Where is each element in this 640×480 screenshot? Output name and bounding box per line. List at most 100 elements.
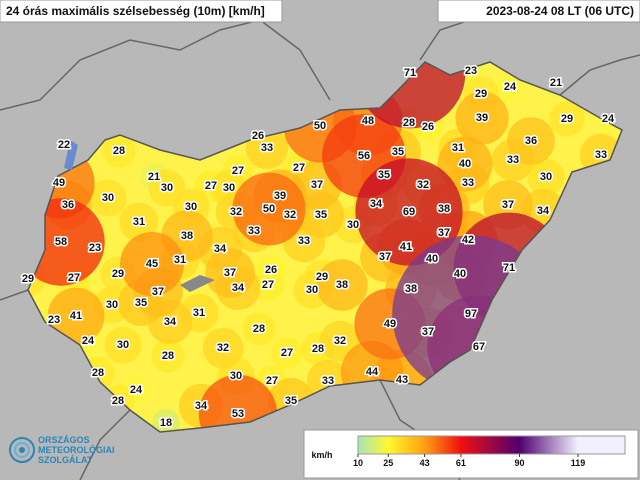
legend: 10 25 43 61 90 119 bbox=[353, 435, 626, 468]
station-value: 38 bbox=[405, 283, 417, 295]
station-value: 39 bbox=[274, 190, 286, 202]
station-value: 33 bbox=[462, 177, 474, 189]
field-blob bbox=[198, 374, 278, 432]
station-value: 32 bbox=[284, 209, 296, 221]
field-blob bbox=[496, 73, 524, 101]
station-value: 29 bbox=[475, 88, 487, 100]
station-value: 30 bbox=[230, 370, 242, 382]
station-value: 39 bbox=[476, 112, 488, 124]
station-value: 37 bbox=[438, 227, 450, 239]
station-value: 30 bbox=[540, 171, 552, 183]
station-value: 24 bbox=[602, 113, 615, 125]
field-blob bbox=[47, 287, 105, 345]
station-value: 30 bbox=[117, 339, 129, 351]
border bbox=[559, 54, 640, 96]
station-value: 50 bbox=[263, 203, 275, 215]
station-value: 35 bbox=[392, 146, 404, 158]
station-value: 37 bbox=[379, 251, 391, 263]
station-value: 50 bbox=[314, 120, 326, 132]
station-value: 27 bbox=[293, 162, 305, 174]
station-value: 31 bbox=[452, 142, 464, 154]
station-value: 49 bbox=[53, 177, 65, 189]
station-value: 35 bbox=[378, 169, 390, 181]
station-value: 30 bbox=[306, 284, 318, 296]
station-value: 24 bbox=[130, 384, 143, 396]
field-blob bbox=[151, 339, 185, 373]
field-blob bbox=[252, 269, 284, 301]
legend-tick-label: 61 bbox=[456, 458, 466, 468]
station-value: 33 bbox=[507, 154, 519, 166]
lake-ferto bbox=[64, 140, 78, 170]
station-value: 29 bbox=[22, 273, 34, 285]
colorbar bbox=[357, 435, 626, 455]
station-value: 28 bbox=[253, 323, 265, 335]
legend-tick-label: 10 bbox=[353, 458, 363, 468]
field-blob bbox=[102, 134, 136, 168]
station-value: 38 bbox=[438, 203, 450, 215]
station-value: 23 bbox=[465, 65, 477, 77]
station-value: 27 bbox=[205, 180, 217, 192]
station-value: 37 bbox=[224, 267, 236, 279]
field-blob bbox=[316, 259, 368, 311]
logo-line: SZOLGÁLAT bbox=[38, 455, 93, 465]
timestamp: 2023-08-24 08 LT (06 UTC) bbox=[486, 4, 634, 18]
station-value: 27 bbox=[281, 347, 293, 359]
station-value: 33 bbox=[298, 235, 310, 247]
field-blob bbox=[271, 337, 303, 369]
field-blob bbox=[455, 91, 509, 145]
station-value: 38 bbox=[181, 230, 193, 242]
legend-tick-label: 119 bbox=[571, 458, 586, 468]
field-blob bbox=[549, 101, 585, 137]
station-value: 35 bbox=[285, 395, 297, 407]
station-value: 34 bbox=[370, 198, 383, 210]
station-value: 28 bbox=[403, 117, 415, 129]
station-value: 36 bbox=[525, 135, 537, 147]
field-blob bbox=[89, 179, 127, 217]
station-value: 30 bbox=[106, 299, 118, 311]
lake-balaton bbox=[180, 275, 215, 292]
station-value: 31 bbox=[193, 307, 205, 319]
field-blob bbox=[527, 158, 565, 196]
station-value: 28 bbox=[112, 395, 124, 407]
station-value: 41 bbox=[70, 310, 82, 322]
station-value: 30 bbox=[161, 182, 173, 194]
station-value: 44 bbox=[366, 366, 379, 378]
station-value: 45 bbox=[146, 258, 158, 270]
station-value: 40 bbox=[454, 268, 466, 280]
station-value: 33 bbox=[322, 375, 334, 387]
station-value: 53 bbox=[232, 408, 244, 420]
station-value: 26 bbox=[265, 264, 277, 276]
station-value: 31 bbox=[174, 254, 186, 266]
station-value: 35 bbox=[315, 209, 327, 221]
station-value: 23 bbox=[89, 242, 101, 254]
station-value: 31 bbox=[133, 216, 145, 228]
field-blob bbox=[202, 327, 244, 369]
station-value: 27 bbox=[266, 375, 278, 387]
logo-line: ORSZÁGOS bbox=[38, 435, 90, 445]
logo: ORSZÁGOS METEOROLÓGIAI SZOLGÁLAT bbox=[9, 435, 115, 465]
station-value: 34 bbox=[537, 205, 550, 217]
station-value: 71 bbox=[404, 67, 416, 79]
station-value: 32 bbox=[230, 206, 242, 218]
field-blob bbox=[120, 232, 184, 296]
station-value: 30 bbox=[347, 219, 359, 231]
station-value: 29 bbox=[316, 271, 328, 283]
field-blob bbox=[232, 172, 306, 246]
station-value: 27 bbox=[262, 279, 274, 291]
station-value: 33 bbox=[248, 225, 260, 237]
station-value: 37 bbox=[152, 286, 164, 298]
field-blob bbox=[437, 136, 493, 192]
station-value: 26 bbox=[422, 121, 434, 133]
station-value: 28 bbox=[312, 343, 324, 355]
field-blob bbox=[205, 248, 255, 298]
station-value: 22 bbox=[58, 139, 70, 151]
station-value: 56 bbox=[358, 150, 370, 162]
station-value: 23 bbox=[48, 314, 60, 326]
station-value: 58 bbox=[55, 236, 67, 248]
station-value: 36 bbox=[62, 199, 74, 211]
legend-tick-label: 25 bbox=[383, 458, 393, 468]
field-blob bbox=[104, 326, 142, 364]
station-value: 24 bbox=[82, 335, 95, 347]
station-value: 27 bbox=[232, 165, 244, 177]
